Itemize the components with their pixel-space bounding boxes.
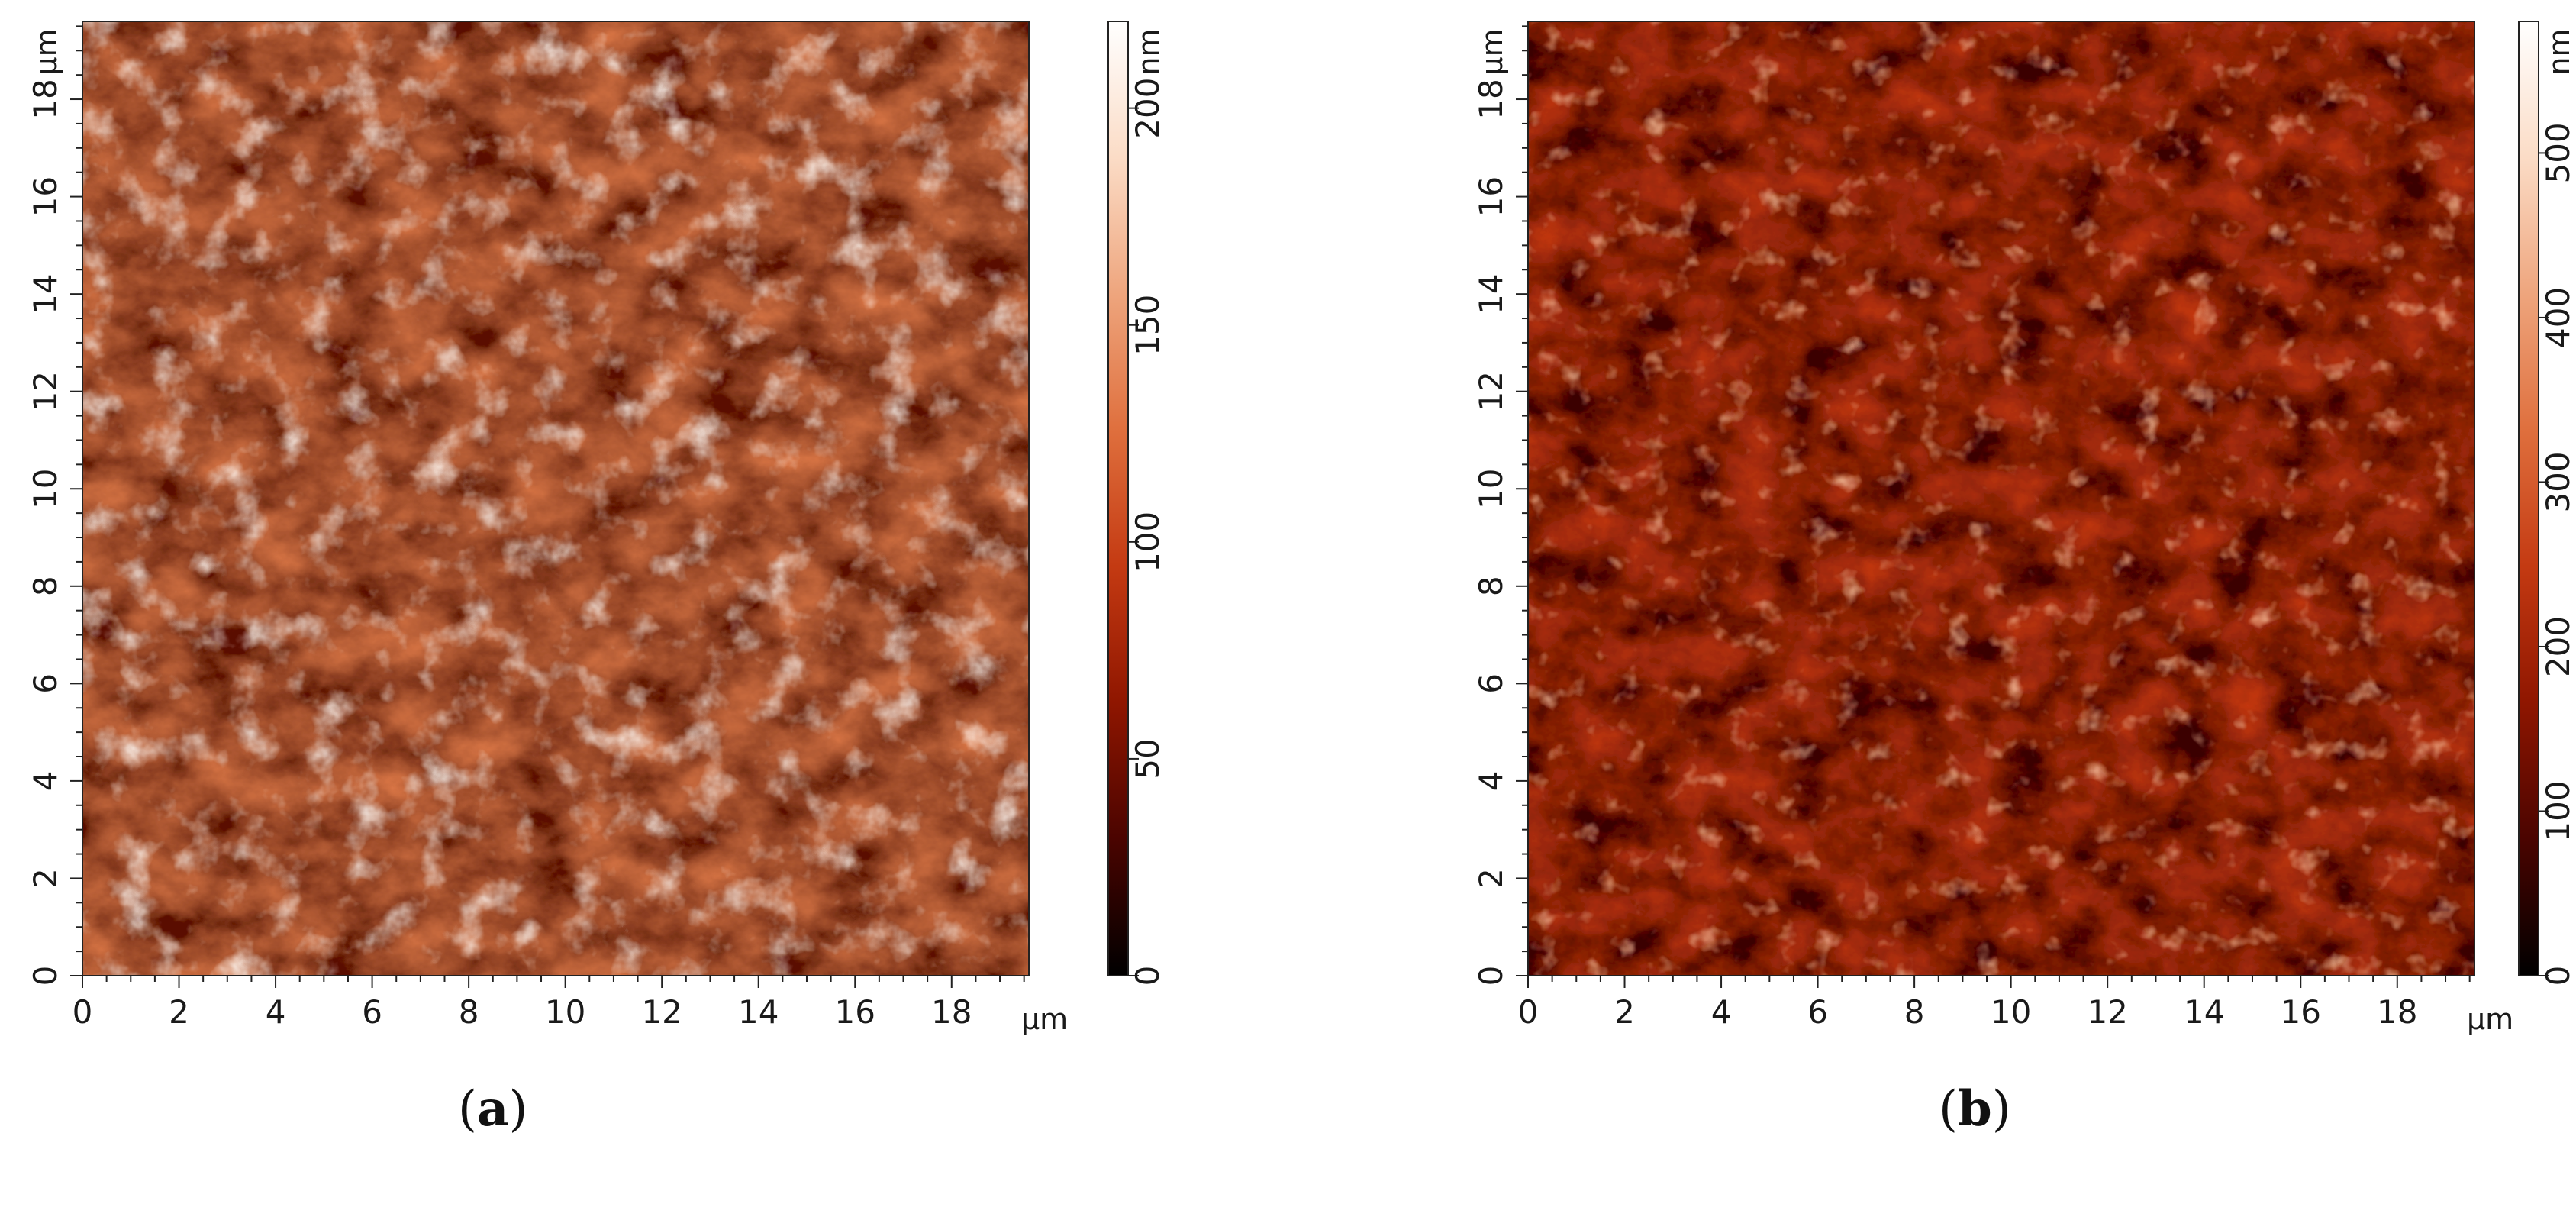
x-tick-label: 8: [459, 993, 479, 1031]
x-tick-label: 4: [1711, 993, 1732, 1031]
height-map-highlights-a: [82, 21, 1029, 976]
x-tick-label: 6: [362, 993, 382, 1031]
scale-unit-label: nm: [2542, 28, 2576, 75]
y-tick-label: 8: [1472, 576, 1510, 596]
scale-tick-label: 0: [2539, 966, 2576, 986]
scale-tick-label: 300: [2539, 451, 2576, 512]
y-tick-label: 14: [1472, 273, 1510, 314]
y-tick-label: 2: [1472, 868, 1510, 889]
scale-tick-label: 150: [1129, 295, 1166, 356]
x-tick-label: 6: [1807, 993, 1828, 1031]
x-tick-label: 14: [738, 993, 779, 1031]
y-tick-label: 0: [1472, 966, 1510, 986]
color-scale-bar-b: [2518, 21, 2539, 976]
scale-tick-label: 50: [1129, 738, 1166, 779]
scale-tick-label: 400: [2539, 287, 2576, 348]
afm-panel-a: 0 2 4 6 8 10 12 14 16 18 µm 0 2 4 6 8 10 12 14 16 18 µm 0 50 10…: [0, 0, 1191, 1220]
y-tick-label: 16: [27, 176, 64, 217]
x-unit-label: µm: [2467, 1002, 2513, 1036]
x-tick-label: 16: [835, 993, 875, 1031]
x-tick-label: 2: [169, 993, 189, 1031]
y-tick-label: 4: [1472, 771, 1510, 792]
y-unit-label: µm: [30, 28, 63, 75]
x-tick-label: 0: [1518, 993, 1539, 1031]
scale-tick-label: 200: [1129, 78, 1166, 139]
scale-tick-label: 500: [2539, 122, 2576, 183]
x-unit-label: µm: [1021, 1002, 1068, 1036]
scale-unit-label: nm: [1132, 28, 1165, 75]
y-tick-label: 14: [27, 273, 64, 314]
scale-tick-label: 200: [2539, 616, 2576, 677]
y-tick-label: 6: [1472, 673, 1510, 694]
x-tick-label: 16: [2281, 993, 2321, 1031]
caption-b: (b): [1939, 1080, 2011, 1138]
y-tick-label: 12: [27, 371, 64, 412]
y-tick-label: 2: [27, 868, 64, 889]
x-tick-label: 12: [641, 993, 682, 1031]
caption-a: (a): [458, 1080, 528, 1138]
y-tick-label: 6: [27, 673, 64, 694]
x-tick-label: 12: [2087, 993, 2127, 1031]
y-tick-label: 10: [27, 469, 64, 509]
scale-tick-label: 0: [1129, 966, 1166, 986]
x-tick-label: 18: [2377, 993, 2417, 1031]
x-tick-label: 8: [1904, 993, 1925, 1031]
y-tick-label: 12: [1472, 371, 1510, 412]
image-frame-b: [1527, 21, 2475, 976]
x-tick-label: 0: [73, 993, 93, 1031]
x-tick-label: 10: [545, 993, 585, 1031]
color-scale-bar-a: [1107, 21, 1129, 976]
y-tick-label: 18: [27, 79, 64, 119]
height-map-highlights-b: [1528, 21, 2474, 976]
scale-tick-label: 100: [1129, 512, 1166, 573]
y-tick-label: 8: [27, 576, 64, 596]
x-tick-label: 2: [1614, 993, 1635, 1031]
y-tick-label: 10: [1472, 469, 1510, 509]
y-tick-label: 16: [1472, 176, 1510, 217]
color-scale-ticks-b: 0 100 200 300 400 500 nm: [2539, 28, 2576, 986]
afm-panel-b: 0 2 4 6 8 10 12 14 16 18 µm 0 2 4 6 8 10 12 14 16 18 µm 0 100 2…: [1343, 0, 2576, 1220]
y-tick-label: 4: [27, 771, 64, 792]
y-tick-label: 18: [1472, 79, 1510, 119]
y-tick-label: 0: [27, 966, 64, 986]
y-unit-label: µm: [1475, 28, 1509, 75]
x-tick-label: 10: [1991, 993, 2031, 1031]
x-tick-label: 18: [931, 993, 972, 1031]
scale-tick-label: 100: [2539, 780, 2576, 841]
x-tick-label: 4: [266, 993, 286, 1031]
x-tick-label: 14: [2184, 993, 2224, 1031]
image-frame-a: [82, 21, 1030, 976]
